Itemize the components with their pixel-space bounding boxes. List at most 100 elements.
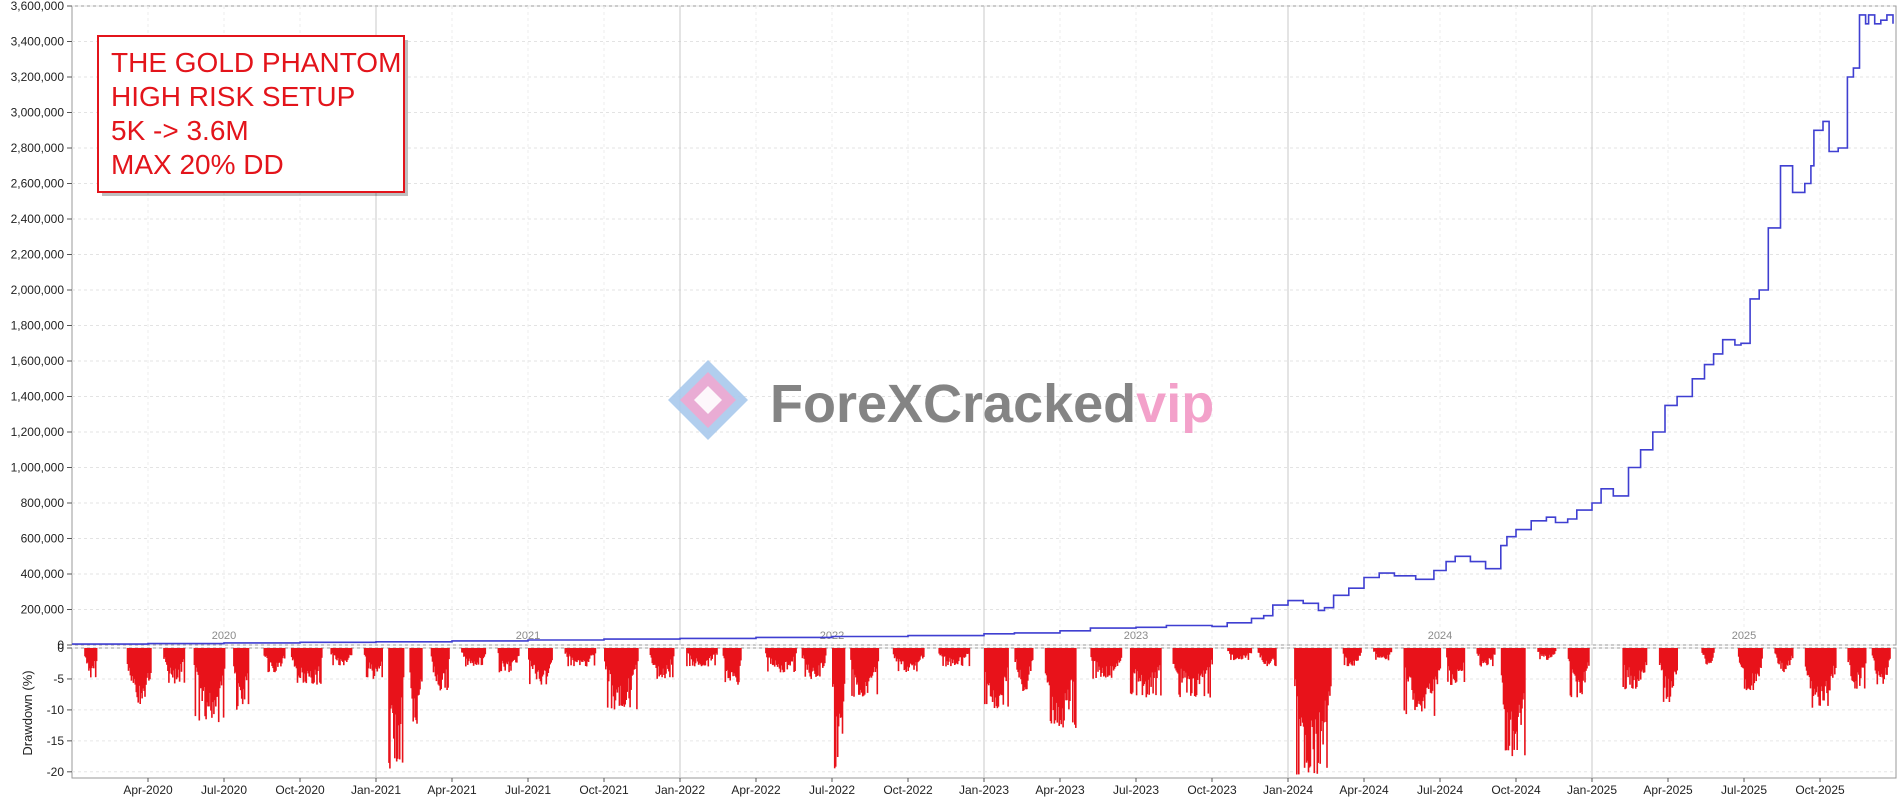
drawdown-bar (1046, 648, 1049, 683)
drawdown-bar (567, 648, 569, 667)
drawdown-bar (911, 648, 913, 666)
drawdown-bar (482, 648, 485, 659)
drawdown-bar (771, 648, 774, 666)
drawdown-bar (913, 648, 915, 670)
drawdown-bar (568, 648, 570, 655)
drawdown-bar (1889, 648, 1891, 659)
drawdown-bar (195, 648, 198, 668)
drawdown-bar (268, 648, 270, 672)
drawdown-bar (316, 648, 318, 685)
drawdown-bar (965, 648, 968, 654)
drawdown-bar (1518, 648, 1520, 705)
drawdown-bar (1425, 648, 1428, 688)
drawdown-bar (572, 648, 574, 661)
drawdown-bar (182, 648, 185, 660)
drawdown-bar (480, 648, 483, 666)
drawdown-bar (1020, 648, 1022, 680)
drawdown-bar (1200, 648, 1203, 674)
drawdown-bar (1713, 648, 1715, 653)
drawdown-bar (1411, 648, 1413, 690)
drawdown-bar (586, 648, 589, 662)
drawdown-bar (430, 648, 433, 657)
drawdown-bar (1746, 648, 1749, 689)
drawdown-bar (296, 648, 299, 683)
drawdown-bar (1849, 648, 1851, 666)
watermark: ForeXCrackedvip (668, 360, 1214, 440)
drawdown-bar (1427, 648, 1430, 689)
equity-y-tick-label: 1,800,000 (11, 319, 65, 333)
drawdown-bar (819, 648, 821, 677)
drawdown-bar (1634, 648, 1636, 677)
drawdown-bar (1701, 648, 1703, 653)
drawdown-bar (587, 648, 590, 662)
drawdown-bar (236, 648, 238, 710)
drawdown-bar (1544, 648, 1546, 655)
drawdown-bar (1550, 648, 1553, 657)
equity-y-tick-label: 2,600,000 (11, 177, 65, 191)
drawdown-bar (619, 648, 622, 686)
drawdown-bar (1575, 648, 1578, 682)
drawdown-bar (1488, 648, 1490, 658)
drawdown-bar (1568, 648, 1571, 662)
drawdown-bar (570, 648, 572, 666)
drawdown-bar (532, 648, 535, 666)
drawdown-bar (533, 648, 536, 665)
drawdown-bar (239, 648, 242, 691)
equity-y-tick-label: 2,000,000 (11, 283, 65, 297)
drawdown-bar (999, 648, 1002, 694)
drawdown-bar (1880, 648, 1882, 674)
drawdown-bar (1702, 648, 1704, 655)
drawdown-bar (265, 648, 268, 656)
drawdown-bar (167, 648, 169, 671)
drawdown-bar (863, 648, 866, 695)
drawdown-bar (1231, 648, 1233, 655)
drawdown-bar (722, 648, 725, 656)
drawdown-bar (813, 648, 815, 671)
drawdown-bar (1091, 648, 1093, 661)
drawdown-bar (604, 648, 606, 662)
drawdown-bar (1184, 648, 1186, 678)
drawdown-bar (698, 648, 701, 664)
drawdown-bar (1546, 648, 1548, 660)
drawdown-bar (1318, 648, 1320, 713)
drawdown-bar (1049, 648, 1052, 721)
drawdown-bar (1781, 648, 1783, 663)
drawdown-bar (615, 648, 618, 690)
drawdown-bar (163, 648, 165, 659)
drawdown-bar (85, 648, 87, 658)
drawdown-bar (347, 648, 350, 658)
drawdown-bar (605, 648, 608, 667)
drawdown-bar (1358, 648, 1360, 656)
equity-y-tick-label: 200,000 (21, 603, 65, 617)
drawdown-bar (1554, 648, 1557, 652)
drawdown-bar (518, 648, 520, 656)
drawdown-bar (271, 648, 273, 666)
drawdown-bar (171, 648, 173, 675)
equity-y-axis: 0 200,000 400,000 600,000 800,000 1,000,000 1,… (11, 0, 72, 652)
drawdown-bar (1322, 648, 1324, 745)
drawdown-bar (701, 648, 704, 666)
drawdown-bar (278, 648, 280, 663)
drawdown-bar (1486, 648, 1488, 666)
drawdown-bar (665, 648, 667, 674)
drawdown-bar (374, 648, 377, 668)
equity-y-tick-label: 800,000 (21, 496, 65, 510)
drawdown-bar (1825, 648, 1827, 681)
drawdown-bar (1413, 648, 1415, 694)
drawdown-bar (283, 648, 285, 656)
drawdown-bar (964, 648, 967, 657)
drawdown-bar (1420, 648, 1422, 706)
drawdown-bar (1549, 648, 1552, 658)
drawdown-bar (417, 648, 419, 696)
drawdown-bar (784, 648, 787, 662)
drawdown-bar (164, 648, 166, 658)
drawdown-bar (198, 648, 201, 721)
drawdown-bar (1451, 648, 1454, 675)
drawdown-bar (1017, 648, 1019, 673)
drawdown-bar (1582, 648, 1584, 681)
drawdown-bar (291, 648, 294, 661)
drawdown-bar (992, 648, 995, 691)
drawdown-bar (1239, 648, 1242, 657)
drawdown-bar (1627, 648, 1629, 678)
drawdown-bar (1407, 648, 1409, 682)
